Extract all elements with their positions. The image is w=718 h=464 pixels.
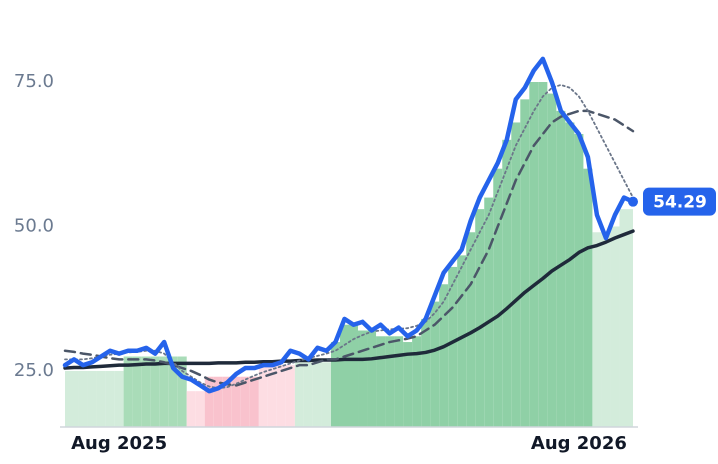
bar (69, 370, 79, 427)
bar (303, 362, 313, 427)
bar (96, 370, 106, 427)
bar (457, 255, 467, 427)
bar (475, 209, 485, 427)
y-tick-label: 25.0 (14, 360, 54, 381)
y-tick-label: 75.0 (14, 71, 54, 92)
bar (421, 318, 431, 427)
bar (123, 356, 133, 427)
bar (294, 362, 304, 427)
bar (394, 336, 404, 427)
bar (78, 370, 88, 427)
series-line (64, 84, 634, 390)
bar (195, 391, 205, 427)
bar (520, 99, 530, 428)
bar (321, 362, 331, 427)
series-line (63, 109, 635, 387)
bar (448, 266, 458, 427)
x-tick-label: Aug 2026 (531, 433, 627, 454)
value-badge (643, 187, 716, 216)
bar (240, 376, 250, 427)
bar (249, 376, 259, 427)
bar (339, 324, 349, 427)
bar (628, 209, 633, 427)
bar (231, 376, 241, 427)
bar (403, 342, 413, 427)
x-tick-label: Aug 2025 (71, 433, 167, 454)
bar (213, 376, 223, 427)
bar (547, 93, 557, 428)
bar (177, 356, 187, 427)
bar (511, 122, 521, 428)
bar (367, 330, 377, 427)
bar (430, 301, 440, 427)
bar (312, 362, 322, 427)
series-line (63, 229, 635, 370)
bar (601, 232, 611, 427)
bar (258, 365, 268, 427)
bar (358, 330, 368, 427)
bar (132, 356, 142, 427)
bar (493, 168, 503, 428)
bar (583, 168, 593, 428)
bar (385, 336, 395, 427)
bar (376, 336, 386, 427)
bar (276, 365, 286, 427)
bar (466, 232, 476, 427)
bar (105, 370, 115, 427)
bar (592, 232, 602, 427)
bar (574, 134, 584, 428)
y-tick-label: 50.0 (14, 215, 54, 236)
bar (159, 356, 169, 427)
bar (150, 356, 160, 427)
bar (186, 391, 196, 427)
bar (87, 370, 97, 427)
series-line (62, 56, 636, 394)
bar (204, 376, 214, 427)
last-point (628, 196, 638, 207)
value-label: 54.29 (653, 193, 707, 213)
bar (349, 324, 359, 427)
bar (412, 336, 422, 427)
bar (439, 284, 449, 427)
bar (114, 370, 124, 427)
bar (267, 365, 277, 427)
bar (565, 122, 575, 428)
bar (538, 82, 548, 428)
bar (330, 342, 340, 427)
bar (168, 356, 178, 427)
bar (222, 376, 232, 427)
bar (610, 226, 620, 427)
bar (529, 82, 539, 428)
bar (65, 370, 70, 427)
bar (484, 197, 494, 427)
bar (141, 356, 151, 427)
bar (502, 139, 512, 428)
bar (556, 110, 566, 428)
bar (285, 365, 295, 427)
bar (619, 209, 629, 427)
